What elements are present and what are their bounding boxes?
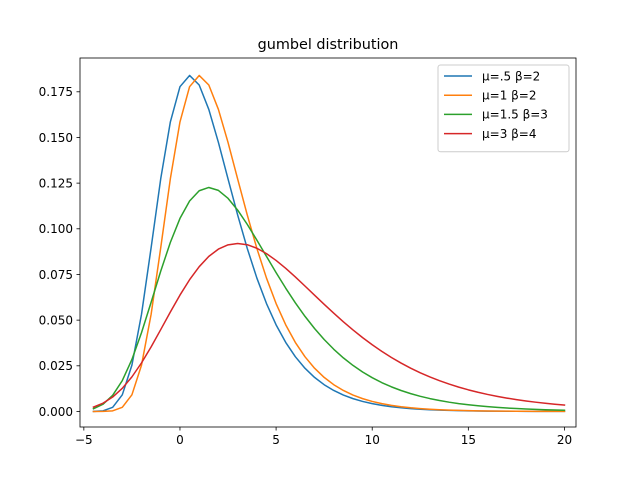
x-tick-label: 20	[557, 433, 572, 447]
y-tick-label: 0.150	[39, 131, 73, 145]
y-tick-label: 0.125	[39, 176, 73, 190]
y-tick-label: 0.075	[39, 268, 73, 282]
legend-label-1: μ=.5 β=2	[482, 69, 540, 83]
legend: μ=.5 β=2 μ=1 β=2 μ=1.5 β=3 μ=3 β=4	[437, 64, 570, 153]
x-tick-label: −5	[75, 433, 93, 447]
y-tick-label: 0.000	[39, 405, 73, 419]
series-line-3	[92, 186, 566, 411]
legend-label-4: μ=3 β=4	[482, 127, 537, 141]
x-tick-label: 5	[272, 433, 280, 447]
series-line-4	[92, 242, 566, 409]
legend-box	[437, 64, 570, 153]
y-tick-label: 0.025	[39, 359, 73, 373]
y-tick-label: 0.175	[39, 85, 73, 99]
plot-lines	[92, 74, 566, 413]
chart-title: gumbel distribution	[258, 37, 399, 53]
axes-frame	[79, 57, 577, 428]
legend-label-3: μ=1.5 β=3	[482, 108, 548, 122]
x-tick-label: 15	[461, 433, 476, 447]
x-tick-label: 0	[176, 433, 184, 447]
y-tick-label: 0.050	[39, 313, 73, 327]
legend-label-2: μ=1 β=2	[482, 89, 537, 103]
y-tick-label: 0.100	[39, 222, 73, 236]
series-line-2	[92, 74, 566, 413]
x-axis-ticks: −5 0 5 10 15 20	[75, 427, 572, 447]
y-axis-ticks: 0.000 0.025 0.050 0.075 0.100 0.125 0.150 0.175	[39, 85, 80, 419]
x-tick-label: 10	[365, 433, 380, 447]
